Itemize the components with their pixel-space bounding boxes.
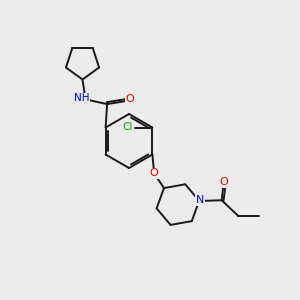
Text: NH: NH [74, 93, 90, 103]
Text: Cl: Cl [122, 122, 132, 133]
Text: O: O [149, 168, 158, 178]
Text: N: N [196, 195, 204, 205]
Text: O: O [219, 177, 228, 187]
Text: O: O [126, 94, 135, 104]
